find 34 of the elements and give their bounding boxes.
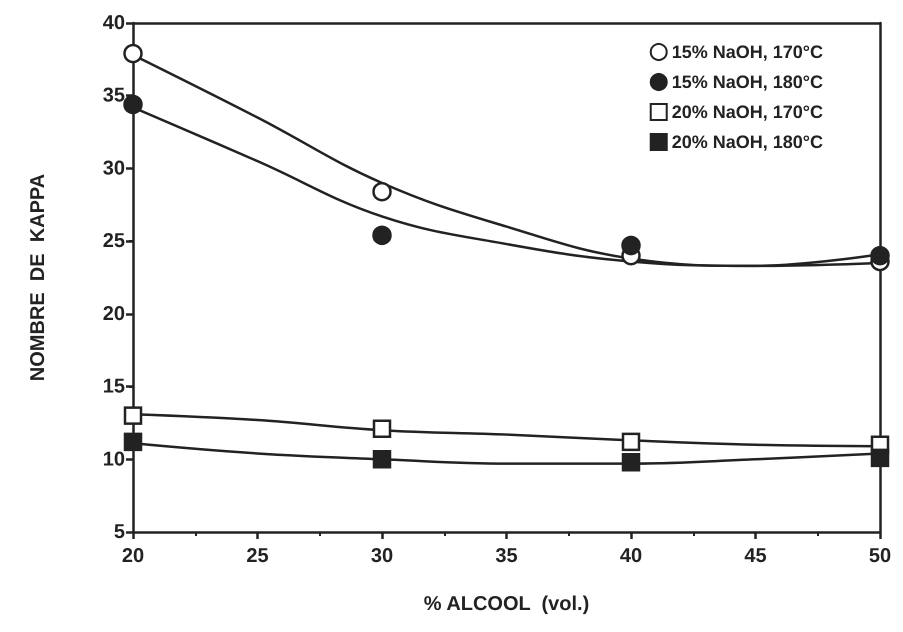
y-tick-label: 5 — [114, 521, 125, 543]
x-axis-title: % ALCOOL (vol.) — [424, 593, 590, 615]
point — [622, 452, 640, 472]
point — [123, 94, 143, 114]
legend-label: 20% NaOH, 170°C — [672, 102, 824, 122]
y-tick-label: 15 — [102, 376, 125, 398]
x-tick-label: 50 — [868, 545, 892, 567]
y-tick-label: 10 — [102, 448, 125, 470]
point — [622, 432, 640, 452]
x-tick-label: 25 — [246, 545, 269, 567]
point — [372, 450, 392, 469]
y-tick-label: 40 — [102, 12, 125, 34]
y-tick-label: 25 — [102, 230, 125, 252]
x-tick-label: 35 — [495, 545, 518, 567]
x-tick-label: 45 — [744, 545, 767, 567]
legend-label: 20% NaOH, 180°C — [672, 132, 824, 152]
point — [124, 406, 142, 425]
legend-label: 15% NaOH, 180°C — [672, 72, 824, 92]
legend-label: 15% NaOH, 170°C — [672, 42, 824, 62]
point — [870, 448, 890, 468]
point — [123, 44, 143, 64]
point — [372, 419, 392, 438]
x-tick-label: 30 — [370, 545, 394, 567]
point — [621, 236, 641, 256]
point — [124, 432, 142, 452]
y-tick-label: 35 — [102, 84, 125, 107]
y-tick-label: 20 — [102, 302, 125, 325]
x-tick-label: 40 — [620, 545, 642, 567]
y-tick-label: 30 — [102, 157, 125, 180]
point — [372, 226, 392, 246]
point — [870, 246, 890, 266]
point — [372, 182, 392, 202]
y-axis-title: NOMBRE DE KAPPA — [27, 174, 49, 382]
x-tick-label: 20 — [122, 545, 144, 567]
